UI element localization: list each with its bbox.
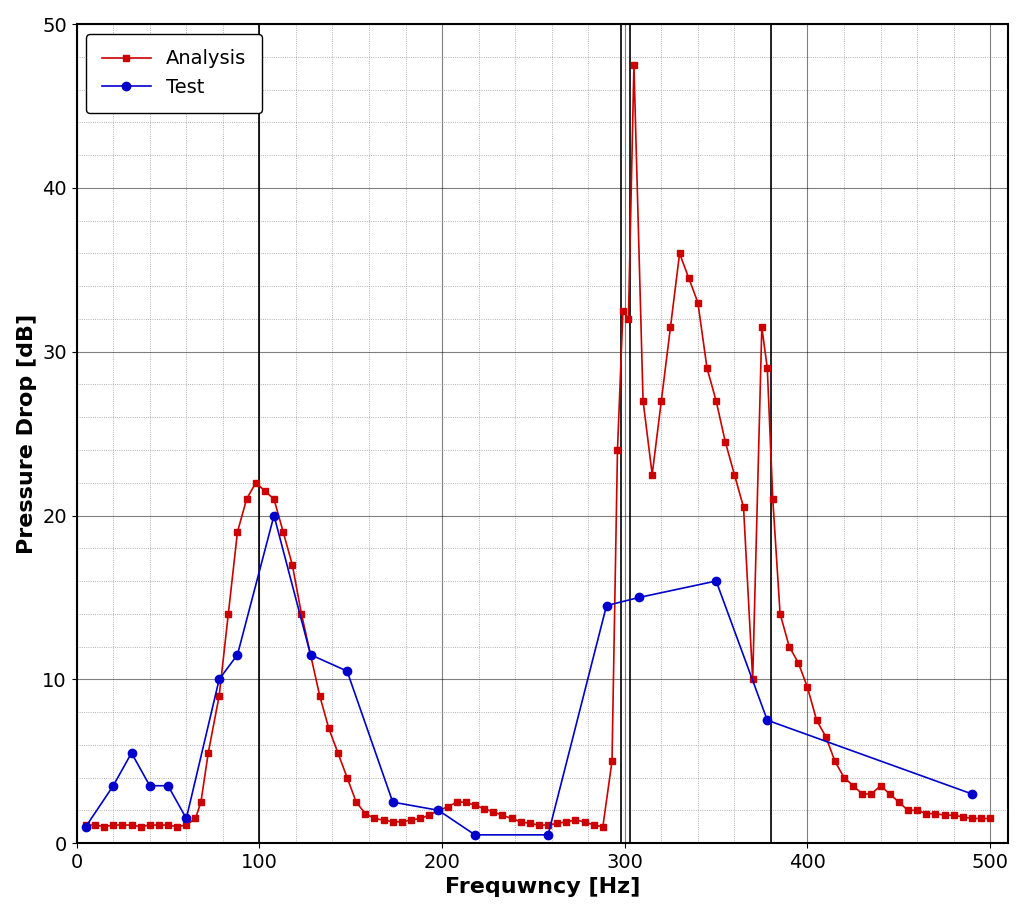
Test [761,715,773,726]
Test [710,576,723,587]
Test [213,674,225,685]
Analysis [911,805,923,816]
Line: Test: Test [81,511,976,839]
X-axis label: Frequwncy [Hz]: Frequwncy [Hz] [445,877,640,898]
Test [341,665,354,676]
Test [542,829,554,840]
Analysis [939,810,951,821]
Test [231,649,244,660]
Test [304,649,317,660]
Test [180,813,192,824]
Test [387,797,399,808]
Analysis [984,813,996,824]
Y-axis label: Pressure Drop [dB]: Pressure Drop [dB] [16,314,37,554]
Analysis [79,820,91,831]
Test [432,805,444,816]
Test [965,789,978,800]
Test [633,592,646,603]
Line: Analysis: Analysis [82,62,993,830]
Test [469,829,481,840]
Analysis [341,772,354,783]
Analysis [617,305,629,316]
Legend: Analysis, Test: Analysis, Test [86,34,262,112]
Test [107,781,119,792]
Analysis [920,808,932,819]
Test [161,781,174,792]
Test [600,600,613,611]
Analysis [892,797,905,808]
Test [79,821,91,832]
Test [125,748,138,759]
Analysis [98,821,110,832]
Test [268,510,281,521]
Analysis [628,59,640,70]
Test [144,781,156,792]
